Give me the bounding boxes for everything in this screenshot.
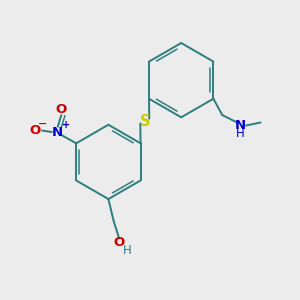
Text: H: H [123,244,131,257]
Text: +: + [62,120,70,130]
Text: N: N [52,125,63,139]
Text: O: O [56,103,67,116]
Text: O: O [30,124,41,137]
Text: O: O [113,236,125,249]
Text: −: − [38,119,48,129]
Text: S: S [140,113,150,128]
Text: H: H [236,127,245,140]
Text: N: N [235,119,246,132]
